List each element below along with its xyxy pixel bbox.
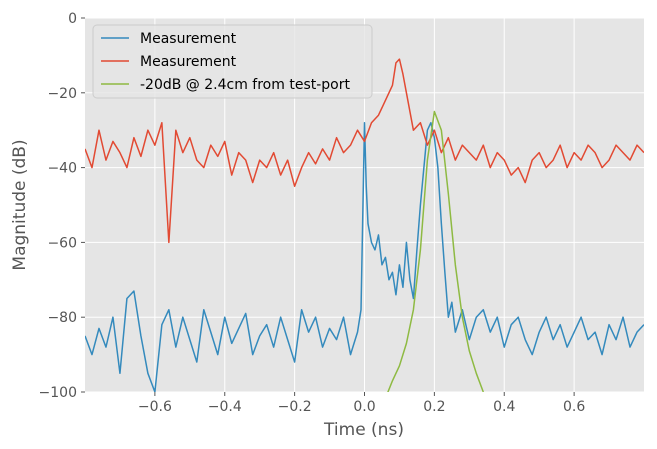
legend: Measurement Measurement -20dB @ 2.4cm fr… bbox=[92, 24, 373, 99]
series-line-1 bbox=[85, 58, 644, 244]
legend-label-1: Measurement bbox=[140, 54, 237, 70]
x-tick-label: −0.6 bbox=[138, 399, 172, 415]
x-tick-label: 0.0 bbox=[353, 399, 375, 415]
y-axis-label: Magnitude (dB) bbox=[10, 139, 30, 270]
x-tick-label: 0.4 bbox=[493, 399, 515, 415]
x-tick-label: 0.6 bbox=[563, 399, 585, 415]
x-tick-label: −0.4 bbox=[208, 399, 242, 415]
y-tick-label: −40 bbox=[47, 161, 77, 177]
y-tick-label: −60 bbox=[47, 235, 77, 251]
legend-label-2: -20dB @ 2.4cm from test-port bbox=[140, 77, 350, 93]
y-axis-ticks: 0 −20 −40 −60 −80 −100 bbox=[39, 11, 85, 401]
series-lines bbox=[85, 58, 644, 392]
legend-box bbox=[92, 24, 373, 99]
y-tick-label: −20 bbox=[47, 86, 77, 102]
y-tick-label: −100 bbox=[39, 385, 77, 401]
legend-label-0: Measurement bbox=[140, 31, 237, 47]
x-axis-ticks: −0.6 −0.4 −0.2 0.0 0.2 0.4 0.6 bbox=[138, 392, 585, 415]
x-tick-label: 0.2 bbox=[423, 399, 445, 415]
y-tick-label: 0 bbox=[68, 11, 77, 27]
x-axis-label: Time (ns) bbox=[323, 420, 404, 440]
series-line-0 bbox=[85, 121, 644, 392]
y-tick-label: −80 bbox=[47, 310, 77, 326]
x-tick-label: −0.2 bbox=[278, 399, 312, 415]
series-line-2 bbox=[387, 110, 484, 392]
